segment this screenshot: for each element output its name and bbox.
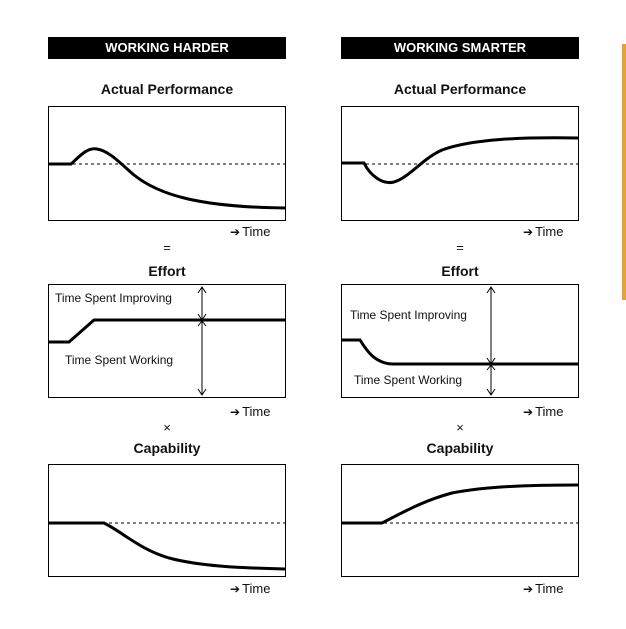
down-arrowhead-icon bbox=[197, 388, 207, 396]
right-performance-time-axis: ➔ Time bbox=[523, 224, 564, 239]
left-effort-title: Effort bbox=[148, 263, 186, 279]
left-effort-time-axis: ➔ Time bbox=[230, 404, 271, 419]
right-arrow-icon: ➔ bbox=[523, 225, 534, 239]
performance-curve bbox=[49, 147, 285, 210]
left-equals-sign: = bbox=[163, 240, 171, 255]
down-arrowhead-icon bbox=[486, 388, 496, 396]
left-capability-time-axis: ➔ Time bbox=[230, 581, 271, 596]
left-performance-graph bbox=[48, 106, 286, 221]
down-arrowhead-icon bbox=[197, 313, 207, 321]
right-arrow-icon: ➔ bbox=[230, 225, 241, 239]
left-capability-title: Capability bbox=[133, 440, 201, 456]
working-harder-header: WORKING HARDER bbox=[48, 37, 286, 59]
right-time-spent-working-label: Time Spent Working bbox=[354, 373, 463, 387]
right-effort-title: Effort bbox=[441, 263, 479, 279]
left-performance-title: Actual Performance bbox=[100, 81, 234, 97]
left-times-sign: × bbox=[163, 420, 171, 435]
up-arrowhead-icon bbox=[486, 286, 496, 294]
effort-curve bbox=[342, 338, 578, 366]
right-capability-graph bbox=[341, 464, 579, 577]
right-times-sign: × bbox=[456, 420, 464, 435]
left-time-spent-improving-label: Time Spent Improving bbox=[55, 291, 172, 305]
left-time-spent-working-label: Time Spent Working bbox=[65, 353, 174, 367]
right-capability-time-axis: ➔ Time bbox=[523, 581, 564, 596]
effort-curve bbox=[49, 318, 285, 344]
right-arrow-icon: ➔ bbox=[230, 405, 241, 419]
left-performance-time-axis: ➔ Time bbox=[230, 224, 271, 239]
capability-curve bbox=[49, 521, 285, 571]
right-performance-graph bbox=[341, 106, 579, 221]
right-effort-time-axis: ➔ Time bbox=[523, 404, 564, 419]
right-equals-sign: = bbox=[456, 240, 464, 255]
capability-curve bbox=[342, 483, 578, 525]
right-time-spent-improving-label: Time Spent Improving bbox=[350, 308, 467, 322]
up-arrowhead-icon bbox=[197, 320, 207, 327]
up-arrowhead-icon bbox=[486, 364, 496, 371]
left-capability-graph bbox=[48, 464, 286, 577]
right-effort-graph: Time Spent Improving Time Spent Working bbox=[341, 284, 579, 398]
right-performance-title: Actual Performance bbox=[393, 81, 527, 97]
down-arrowhead-icon bbox=[486, 357, 496, 365]
right-arrow-icon: ➔ bbox=[230, 582, 241, 596]
performance-curve bbox=[342, 136, 578, 185]
right-arrow-icon: ➔ bbox=[523, 582, 534, 596]
left-effort-graph: Time Spent Improving Time Spent Working bbox=[48, 284, 286, 398]
up-arrowhead-icon bbox=[197, 286, 207, 294]
cropped-sidebar-accent bbox=[622, 44, 626, 300]
right-arrow-icon: ➔ bbox=[523, 405, 534, 419]
right-capability-title: Capability bbox=[426, 440, 494, 456]
working-smarter-header: WORKING SMARTER bbox=[341, 37, 579, 59]
